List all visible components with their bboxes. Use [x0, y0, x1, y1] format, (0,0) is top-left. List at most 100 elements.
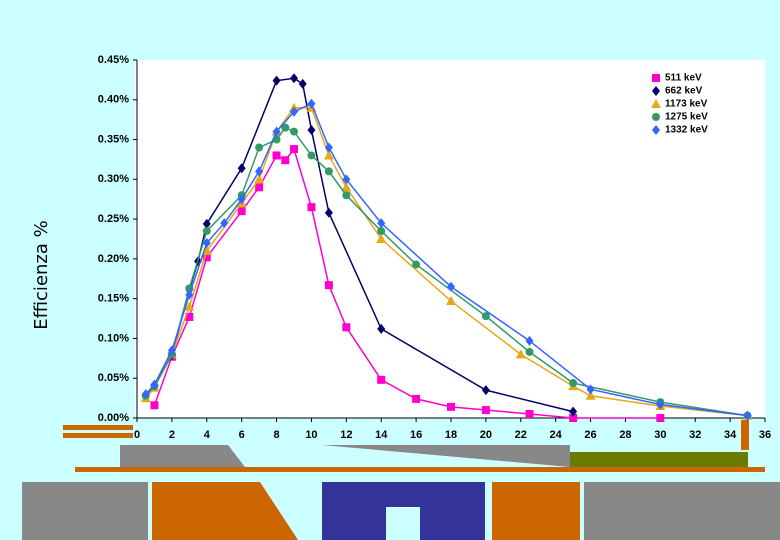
marker — [377, 227, 386, 236]
x-tick-label: 36 — [759, 429, 771, 441]
marker — [237, 194, 246, 205]
legend-label: 1332 keV — [665, 125, 708, 136]
x-tick-label: 32 — [689, 429, 701, 441]
marker — [307, 203, 316, 212]
x-tick-label: 28 — [619, 429, 631, 441]
marker — [377, 323, 386, 334]
marker — [481, 385, 490, 396]
legend-label: 511 keV — [665, 73, 702, 84]
marker — [290, 106, 298, 117]
marker — [255, 183, 264, 192]
x-tick-label: 8 — [273, 429, 279, 441]
x-tick-label: 2 — [169, 429, 175, 441]
marker — [324, 207, 333, 218]
y-tick-label: 0.45% — [98, 54, 129, 66]
y-tick-label: 0.10% — [98, 332, 129, 344]
marker — [656, 414, 665, 422]
marker — [185, 289, 194, 300]
y-tick-label: 0.15% — [98, 293, 129, 305]
x-tick-label: 30 — [654, 429, 666, 441]
marker — [307, 125, 316, 136]
marker — [341, 182, 352, 192]
marker — [585, 390, 596, 400]
x-tick-label: 26 — [584, 429, 596, 441]
marker — [525, 410, 534, 419]
marker — [412, 260, 421, 269]
marker — [323, 150, 334, 160]
marker — [290, 145, 298, 154]
marker — [446, 296, 456, 306]
marker — [150, 401, 159, 410]
y-tick-label: 0.20% — [98, 253, 129, 265]
marker — [324, 167, 333, 176]
marker — [202, 253, 211, 262]
marker — [184, 301, 195, 311]
marker — [656, 399, 665, 410]
marker — [290, 73, 298, 84]
plot-area — [135, 60, 765, 418]
marker — [377, 218, 386, 229]
x-tick-label: 20 — [480, 429, 492, 441]
marker — [150, 379, 159, 390]
marker — [167, 345, 176, 356]
marker — [743, 410, 752, 421]
y-tick-label: 0.35% — [98, 133, 129, 145]
marker — [298, 78, 307, 89]
marker — [586, 384, 595, 395]
marker — [237, 207, 246, 216]
marker — [447, 281, 455, 292]
marker — [281, 123, 290, 132]
marker — [185, 312, 194, 321]
marker — [569, 414, 578, 422]
decoration — [22, 420, 780, 540]
series-line — [145, 126, 748, 417]
marker — [481, 312, 490, 321]
x-tick-label: 10 — [305, 429, 317, 441]
marker — [254, 174, 265, 184]
marker — [652, 86, 660, 96]
marker — [272, 75, 281, 86]
x-tick-label: 6 — [239, 429, 245, 441]
y-tick-label: 0.40% — [98, 94, 129, 106]
marker — [569, 406, 578, 417]
marker — [652, 74, 660, 82]
marker — [412, 394, 421, 403]
x-tick-label: 0 — [134, 429, 140, 441]
marker — [237, 163, 246, 174]
marker — [202, 227, 211, 236]
marker — [202, 237, 211, 248]
marker — [481, 406, 490, 415]
y-tick-label: 0.05% — [98, 372, 129, 384]
marker — [255, 143, 264, 152]
marker — [525, 347, 534, 356]
marker — [324, 281, 333, 290]
y-tick-label: 0.25% — [98, 213, 129, 225]
marker — [651, 99, 661, 108]
marker — [377, 375, 386, 384]
marker — [342, 323, 351, 332]
legend-label: 662 keV — [665, 86, 703, 97]
x-tick-label: 12 — [340, 429, 352, 441]
marker — [376, 234, 387, 243]
marker — [220, 218, 229, 229]
marker — [202, 218, 211, 229]
x-tick-label: 16 — [410, 429, 422, 441]
x-tick-label: 34 — [724, 429, 737, 441]
y-tick-label: 0.30% — [98, 173, 129, 185]
x-tick-label: 22 — [515, 429, 527, 441]
marker — [272, 126, 281, 137]
y-tick-label: 0.00% — [98, 412, 129, 424]
marker — [569, 378, 578, 387]
legend-label: 1275 keV — [665, 112, 708, 123]
x-tick-label: 14 — [375, 429, 388, 441]
marker — [342, 174, 351, 185]
marker — [515, 349, 526, 359]
marker — [324, 142, 333, 153]
marker — [342, 191, 351, 200]
y-axis-label: Efficienza % — [31, 220, 52, 329]
marker — [652, 113, 660, 121]
x-tick-label: 24 — [550, 429, 563, 441]
x-tick-label: 4 — [204, 429, 211, 441]
legend-label: 1173 keV — [665, 99, 708, 110]
